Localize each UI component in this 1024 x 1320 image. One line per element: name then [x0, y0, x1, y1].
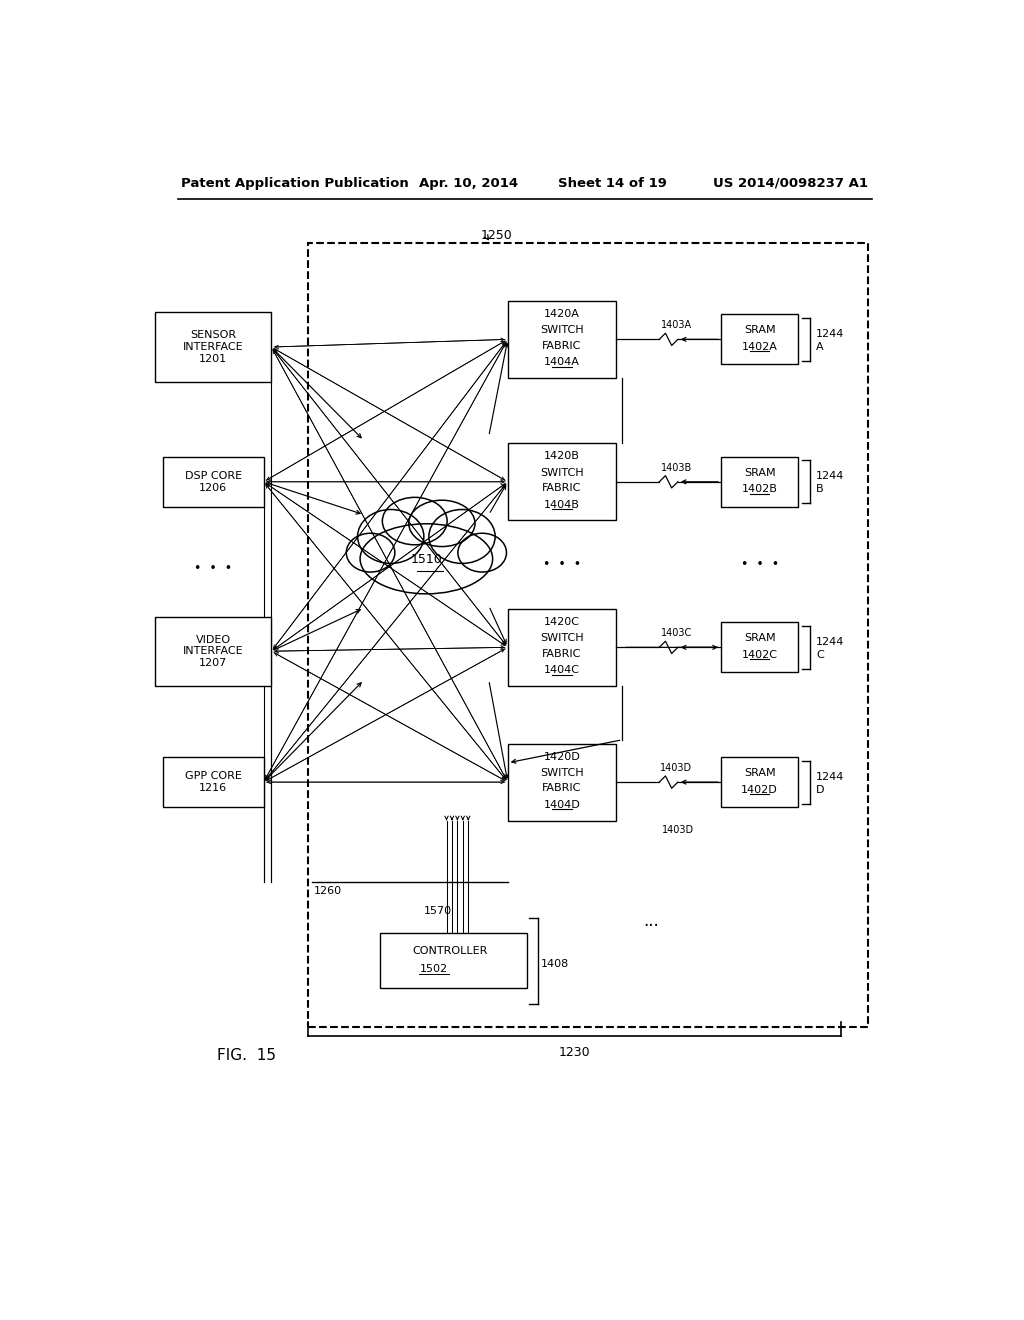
Text: 1403A: 1403A	[660, 321, 692, 330]
Text: •  •  •: • • •	[740, 558, 778, 572]
Text: •  •  •: • • •	[543, 558, 581, 572]
Text: 1244: 1244	[816, 329, 845, 339]
Ellipse shape	[357, 510, 424, 564]
Text: 1403D: 1403D	[663, 825, 694, 834]
Text: VIDEO
INTERFACE
1207: VIDEO INTERFACE 1207	[183, 635, 244, 668]
Text: SWITCH: SWITCH	[541, 325, 584, 335]
Text: 1420C: 1420C	[544, 616, 580, 627]
Text: 1244: 1244	[816, 471, 845, 482]
Text: US 2014/0098237 A1: US 2014/0098237 A1	[713, 177, 868, 190]
Text: 1250: 1250	[480, 228, 512, 242]
Text: FABRIC: FABRIC	[543, 341, 582, 351]
Ellipse shape	[360, 524, 493, 594]
Text: 1260: 1260	[314, 887, 342, 896]
FancyBboxPatch shape	[163, 457, 263, 507]
Text: 1408: 1408	[541, 958, 569, 969]
FancyBboxPatch shape	[721, 622, 799, 672]
Text: FABRIC: FABRIC	[543, 783, 582, 793]
Text: FABRIC: FABRIC	[543, 483, 582, 492]
Text: DSP CORE
1206: DSP CORE 1206	[184, 471, 242, 492]
Ellipse shape	[382, 498, 447, 545]
Text: 1404A: 1404A	[544, 358, 580, 367]
Text: SENSOR
INTERFACE
1201: SENSOR INTERFACE 1201	[183, 330, 244, 363]
Text: 1570: 1570	[424, 906, 452, 916]
FancyBboxPatch shape	[155, 616, 271, 686]
Text: 1404C: 1404C	[544, 665, 580, 676]
Text: 1403D: 1403D	[660, 763, 692, 774]
Text: SWITCH: SWITCH	[541, 467, 584, 478]
Text: SRAM: SRAM	[743, 325, 775, 335]
Ellipse shape	[458, 533, 507, 572]
FancyBboxPatch shape	[155, 313, 271, 381]
Text: GPP CORE
1216: GPP CORE 1216	[184, 771, 242, 793]
Ellipse shape	[346, 533, 395, 572]
Text: 1402B: 1402B	[741, 484, 777, 495]
Text: Sheet 14 of 19: Sheet 14 of 19	[558, 177, 667, 190]
Ellipse shape	[429, 510, 496, 564]
FancyBboxPatch shape	[508, 444, 616, 520]
Text: ...: ...	[643, 912, 659, 929]
Text: 1420A: 1420A	[544, 309, 580, 319]
Text: 1403B: 1403B	[660, 463, 692, 473]
Text: SWITCH: SWITCH	[541, 768, 584, 777]
Text: 1502: 1502	[420, 964, 449, 974]
Text: 1230: 1230	[558, 1047, 590, 1059]
Text: 1510: 1510	[411, 553, 442, 566]
Text: 1244: 1244	[816, 638, 845, 647]
FancyBboxPatch shape	[508, 609, 616, 686]
Text: FABRIC: FABRIC	[543, 648, 582, 659]
FancyBboxPatch shape	[721, 457, 799, 507]
Text: FIG.  15: FIG. 15	[217, 1048, 276, 1063]
Text: CONTROLLER: CONTROLLER	[412, 945, 487, 956]
Text: C: C	[816, 649, 824, 660]
Text: 1420D: 1420D	[544, 751, 581, 762]
Text: •  •  •: • • •	[195, 561, 232, 574]
Text: Patent Application Publication: Patent Application Publication	[180, 177, 409, 190]
Text: 1404D: 1404D	[544, 800, 581, 810]
FancyBboxPatch shape	[163, 758, 263, 807]
FancyBboxPatch shape	[380, 933, 527, 989]
Text: Apr. 10, 2014: Apr. 10, 2014	[419, 177, 518, 190]
Text: 1420B: 1420B	[544, 451, 580, 462]
FancyBboxPatch shape	[721, 314, 799, 364]
Text: SRAM: SRAM	[743, 467, 775, 478]
Text: SRAM: SRAM	[743, 634, 775, 643]
Text: SRAM: SRAM	[743, 768, 775, 777]
Text: D: D	[816, 785, 824, 795]
FancyBboxPatch shape	[508, 743, 616, 821]
Ellipse shape	[409, 500, 475, 546]
FancyBboxPatch shape	[721, 758, 799, 807]
Text: SWITCH: SWITCH	[541, 634, 584, 643]
FancyBboxPatch shape	[508, 301, 616, 378]
Text: B: B	[816, 484, 824, 495]
Text: 1244: 1244	[816, 772, 845, 781]
Text: 1402A: 1402A	[741, 342, 777, 352]
Text: 1402D: 1402D	[741, 785, 778, 795]
Text: 1402C: 1402C	[741, 649, 777, 660]
Text: 1404B: 1404B	[544, 500, 580, 510]
Text: 1403C: 1403C	[660, 628, 692, 639]
Text: A: A	[816, 342, 824, 352]
